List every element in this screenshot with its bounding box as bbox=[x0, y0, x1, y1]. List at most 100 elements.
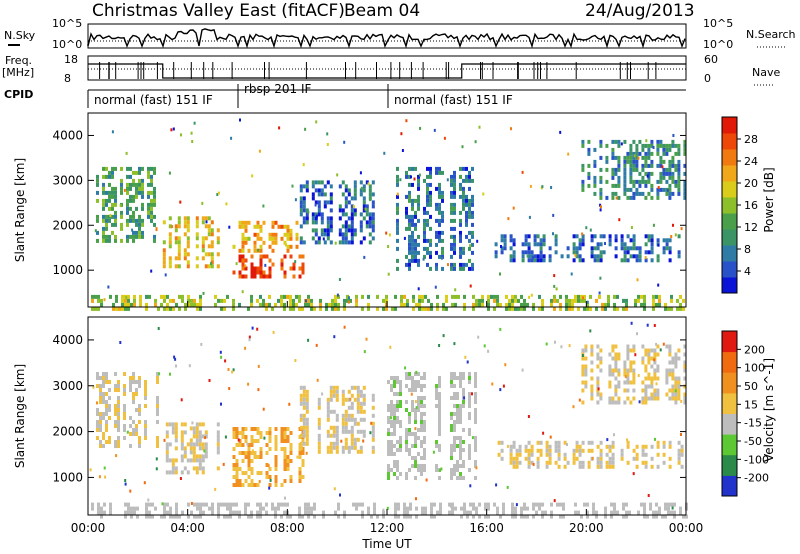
heatmap-cell bbox=[499, 302, 502, 307]
freq-line bbox=[88, 63, 686, 79]
heatmap-cell bbox=[468, 456, 471, 460]
heatmap-cell bbox=[500, 440, 504, 445]
heatmap-cell bbox=[405, 376, 408, 380]
heatmap-cell bbox=[409, 502, 412, 507]
heatmap-cell bbox=[593, 179, 597, 184]
heatmap-cell bbox=[435, 242, 438, 247]
heatmap-cell bbox=[665, 380, 669, 385]
heatmap-cell bbox=[611, 372, 615, 377]
heatmap-cell bbox=[183, 430, 187, 435]
heatmap-cell bbox=[100, 514, 103, 519]
heatmap-cell bbox=[423, 448, 426, 452]
heatmap-cell bbox=[542, 258, 546, 263]
heatmap-speck bbox=[570, 272, 573, 276]
heatmap-cell bbox=[641, 400, 645, 405]
heatmap-cell bbox=[274, 510, 277, 515]
heatmap-cell bbox=[298, 514, 301, 519]
heatmap-cell bbox=[105, 424, 108, 428]
heatmap-cell bbox=[400, 294, 403, 299]
heatmap-cell bbox=[429, 242, 432, 247]
heatmap-cell bbox=[371, 425, 375, 430]
heatmap-cell bbox=[581, 234, 585, 239]
heatmap-cell bbox=[241, 232, 245, 237]
heatmap-cell bbox=[302, 421, 306, 426]
heatmap-cell bbox=[169, 510, 172, 515]
heatmap-cell bbox=[456, 408, 459, 412]
heatmap-cell bbox=[147, 166, 150, 171]
heatmap-speck bbox=[572, 405, 575, 409]
heatmap-speck bbox=[527, 415, 530, 418]
heatmap-cell bbox=[617, 368, 621, 373]
heatmap-cell bbox=[156, 412, 159, 416]
heatmap-cell bbox=[578, 452, 582, 457]
heatmap-cell bbox=[396, 178, 399, 183]
heatmap-cell bbox=[617, 143, 621, 148]
heatmap-cell bbox=[650, 234, 654, 239]
heatmap-cell bbox=[359, 417, 363, 422]
heatmap-speck bbox=[399, 178, 402, 182]
heatmap-cell bbox=[337, 294, 340, 299]
heatmap-cell bbox=[144, 432, 147, 436]
heatmap-cell bbox=[632, 191, 636, 196]
heatmap-cell bbox=[668, 167, 672, 172]
heatmap-cell bbox=[411, 384, 414, 388]
heatmap-speck bbox=[190, 131, 193, 135]
heatmap-cell bbox=[677, 392, 681, 397]
heatmap-cell bbox=[614, 364, 618, 369]
heatmap-cell bbox=[347, 417, 351, 422]
heatmap-cell bbox=[108, 182, 111, 187]
heatmap-cell bbox=[586, 514, 589, 519]
heatmap-cell bbox=[601, 302, 604, 307]
heatmap-cell bbox=[668, 368, 672, 373]
heatmap-cell bbox=[393, 380, 396, 384]
heatmap-cell bbox=[168, 442, 172, 447]
heatmap-cell bbox=[481, 302, 484, 307]
heatmap-cell bbox=[662, 147, 666, 152]
heatmap-cell bbox=[102, 392, 105, 396]
heatmap-cell bbox=[317, 417, 321, 422]
heatmap-cell bbox=[599, 356, 603, 361]
heatmap-cell bbox=[512, 464, 516, 469]
heatmap-cell bbox=[256, 514, 259, 519]
heatmap-cell bbox=[174, 458, 178, 463]
heatmap-cell bbox=[550, 514, 553, 519]
heatmap-cell bbox=[596, 400, 600, 405]
heatmap-cell bbox=[195, 442, 199, 447]
heatmap-cell bbox=[613, 510, 616, 515]
heatmap-cell bbox=[683, 183, 687, 188]
heatmap-speck bbox=[248, 338, 251, 342]
heatmap-speck bbox=[504, 363, 507, 367]
heatmap-cell bbox=[350, 224, 354, 229]
heatmap-cell bbox=[124, 298, 127, 303]
heatmap-cell bbox=[608, 464, 612, 469]
heatmap-cell bbox=[145, 506, 148, 511]
heatmap-cell bbox=[298, 475, 302, 479]
heatmap-cell bbox=[353, 184, 357, 189]
heatmap-cell bbox=[468, 198, 471, 203]
heatmap-cell bbox=[468, 178, 471, 183]
heatmap-cell bbox=[572, 452, 576, 457]
heatmap-cell bbox=[344, 445, 348, 450]
heatmap-cell bbox=[679, 506, 682, 511]
heatmap-cell bbox=[207, 264, 211, 269]
heatmap-cell bbox=[168, 260, 172, 265]
heatmap-cell bbox=[241, 471, 245, 475]
heatmap-cell bbox=[662, 440, 666, 445]
heatmap-cell bbox=[559, 294, 562, 299]
heatmap-cell bbox=[677, 388, 681, 393]
heatmap-cell bbox=[150, 174, 153, 179]
heatmap-cell bbox=[644, 258, 648, 263]
heatmap-cell bbox=[302, 401, 306, 406]
heatmap-cell bbox=[535, 510, 538, 515]
heatmap-cell bbox=[259, 447, 263, 451]
heatmap-cell bbox=[96, 218, 99, 223]
heatmap-cell bbox=[408, 428, 411, 432]
heatmap-speck bbox=[637, 374, 640, 377]
heatmap-speck bbox=[487, 349, 490, 353]
heatmap-cell bbox=[229, 502, 232, 507]
heatmap-cell bbox=[548, 258, 552, 263]
cpid-label: CPID bbox=[4, 88, 33, 101]
heatmap-speck bbox=[597, 387, 600, 391]
heatmap-cell bbox=[265, 463, 269, 467]
heatmap-speck bbox=[382, 508, 385, 512]
